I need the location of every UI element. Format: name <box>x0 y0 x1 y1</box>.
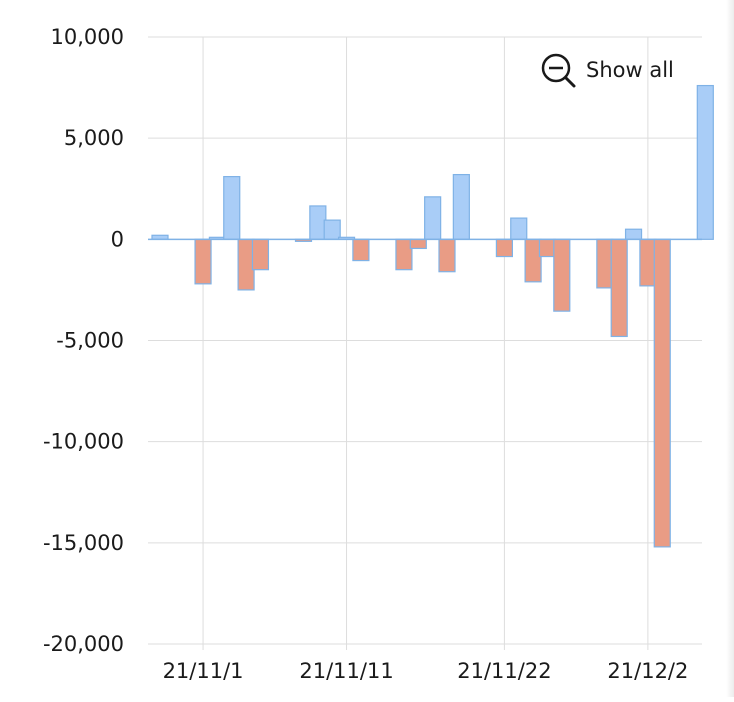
y-tick-label: -15,000 <box>43 531 124 555</box>
y-tick-label: -5,000 <box>56 329 124 353</box>
bar <box>639 238 657 287</box>
bar <box>524 238 542 283</box>
y-tick-label: 0 <box>111 227 124 251</box>
bar <box>438 238 456 273</box>
y-axis-ticks: 10,000 5,000 0 -5,000 -10,000 -15,000 -20,000 <box>43 25 124 656</box>
show-all-label: Show all <box>586 58 674 82</box>
bar <box>696 84 714 240</box>
bar <box>309 205 327 240</box>
grid-lines <box>148 36 702 650</box>
y-tick-label: -10,000 <box>43 430 124 454</box>
bar <box>409 238 427 250</box>
bar <box>424 196 442 240</box>
bar <box>395 238 413 271</box>
x-tick-label: 21/11/1 <box>163 659 244 683</box>
bars <box>151 84 714 548</box>
y-tick-label: 10,000 <box>51 25 124 49</box>
bar <box>251 238 270 271</box>
y-tick-label: 5,000 <box>64 126 124 150</box>
x-axis-ticks: 21/11/1 21/11/11 21/11/22 21/12/2 <box>163 659 689 683</box>
x-tick-label: 21/11/11 <box>299 659 393 683</box>
right-edge-shadow <box>726 0 734 697</box>
bar <box>352 238 370 262</box>
x-tick-label: 21/12/2 <box>607 659 688 683</box>
bar <box>653 238 671 548</box>
x-tick-label: 21/11/22 <box>457 659 551 683</box>
bar <box>223 176 241 240</box>
bar <box>452 173 470 240</box>
bar <box>495 238 513 258</box>
bar <box>510 217 528 240</box>
bar <box>553 238 571 312</box>
y-tick-label: -20,000 <box>43 632 124 656</box>
bar <box>538 238 557 258</box>
bar <box>596 238 614 289</box>
bar <box>323 219 341 240</box>
bar <box>237 238 255 291</box>
show-all-button[interactable]: Show all <box>541 53 674 88</box>
zoom-out-icon <box>541 53 576 88</box>
bar <box>610 238 628 338</box>
bar <box>194 238 212 285</box>
bar <box>624 228 643 240</box>
